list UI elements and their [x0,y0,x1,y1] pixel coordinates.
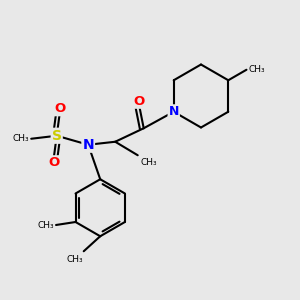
Text: S: S [52,129,62,143]
Text: O: O [134,95,145,108]
Text: O: O [48,156,59,169]
Text: CH₃: CH₃ [249,65,266,74]
Text: O: O [54,102,65,115]
Text: CH₃: CH₃ [140,158,157,167]
Text: CH₃: CH₃ [12,134,29,143]
Text: CH₃: CH₃ [66,255,83,264]
Text: N: N [169,105,179,118]
Text: N: N [82,138,94,152]
Text: CH₃: CH₃ [37,220,54,230]
